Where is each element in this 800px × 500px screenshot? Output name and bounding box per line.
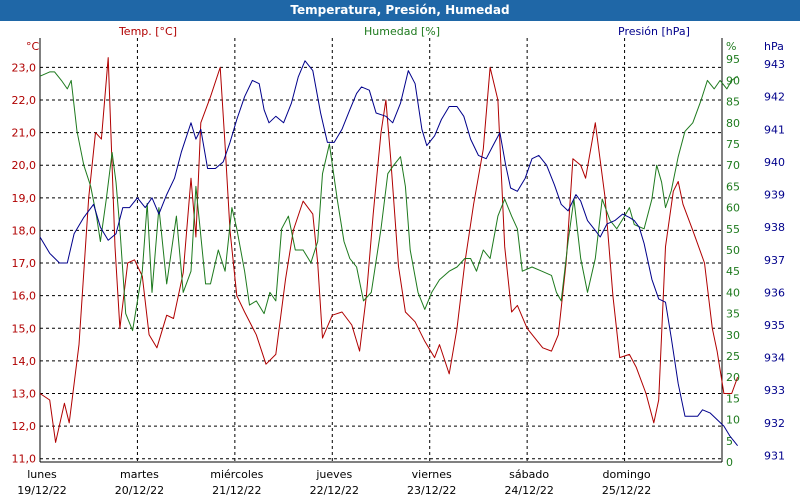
temp-tick-label: 23,0 bbox=[12, 61, 37, 74]
hum-series-line bbox=[39, 71, 738, 332]
hum-tick-label: 45 bbox=[726, 265, 740, 278]
hum-tick-label: 5 bbox=[726, 435, 733, 448]
temp-tick-label: 19,0 bbox=[12, 192, 37, 205]
day-name-label: domingo bbox=[602, 468, 650, 481]
temp-tick-label: 16,0 bbox=[12, 290, 37, 303]
pres-tick-label: 940 bbox=[764, 156, 785, 169]
grid bbox=[39, 38, 723, 463]
hum-tick-label: 15 bbox=[726, 392, 740, 405]
temp-tick-label: 20,0 bbox=[12, 159, 37, 172]
day-name-label: martes bbox=[120, 468, 159, 481]
axis-labels: 23,0 22,0 21,0 20,0 19,0 18,0 17,0 16,0 15,0 14,0… bbox=[12, 25, 786, 497]
hum-tick-label: 95 bbox=[726, 53, 740, 66]
pres-tick-label: 943 bbox=[764, 58, 785, 71]
day-date-label: 25/12/22 bbox=[602, 484, 651, 497]
hum-tick-label: 35 bbox=[726, 308, 740, 321]
pres-tick-label: 941 bbox=[764, 123, 785, 136]
day-date-label: 22/12/22 bbox=[310, 484, 359, 497]
pres-tick-label: 939 bbox=[764, 189, 785, 202]
chart-title: Temperatura, Presión, Humedad bbox=[290, 3, 510, 17]
day-date-label: 23/12/22 bbox=[407, 484, 456, 497]
temp-unit-label: °C bbox=[26, 40, 40, 53]
chart-title-bar: Temperatura, Presión, Humedad bbox=[0, 0, 800, 21]
pres-tick-label: 931 bbox=[764, 449, 785, 462]
temp-tick-label: 15,0 bbox=[12, 322, 37, 335]
temp-series-line bbox=[39, 57, 739, 443]
hum-tick-label: 0 bbox=[726, 456, 733, 469]
temp-axis-title: Temp. [°C] bbox=[118, 25, 177, 38]
day-date-label: 24/12/22 bbox=[504, 484, 553, 497]
hum-tick-label: 80 bbox=[726, 117, 740, 130]
hum-tick-label: 60 bbox=[726, 202, 740, 215]
pres-tick-label: 932 bbox=[764, 417, 785, 430]
temp-tick-label: 18,0 bbox=[12, 224, 37, 237]
hum-unit-label: % bbox=[726, 40, 736, 53]
pres-axis-title: Presión [hPa] bbox=[618, 25, 690, 38]
pres-tick-label: 936 bbox=[764, 286, 785, 299]
hum-tick-label: 30 bbox=[726, 329, 740, 342]
pres-unit-label: hPa bbox=[764, 40, 784, 53]
hum-tick-label: 75 bbox=[726, 138, 740, 151]
hum-tick-label: 85 bbox=[726, 96, 740, 109]
series-lines bbox=[39, 57, 739, 447]
day-name-label: lunes bbox=[27, 468, 57, 481]
hum-tick-label: 55 bbox=[726, 223, 740, 236]
day-date-label: 19/12/22 bbox=[17, 484, 66, 497]
temp-tick-label: 12,0 bbox=[12, 420, 37, 433]
hum-tick-label: 65 bbox=[726, 180, 740, 193]
hum-tick-label: 50 bbox=[726, 244, 740, 257]
pres-tick-label: 937 bbox=[764, 254, 785, 267]
day-name-label: sábado bbox=[509, 468, 549, 481]
hum-tick-label: 70 bbox=[726, 159, 740, 172]
day-date-label: 20/12/22 bbox=[115, 484, 164, 497]
temp-tick-label: 17,0 bbox=[12, 257, 37, 270]
temp-tick-label: 22,0 bbox=[12, 94, 37, 107]
pres-tick-label: 933 bbox=[764, 384, 785, 397]
hum-axis-title: Humedad [%] bbox=[364, 25, 440, 38]
day-name-label: viernes bbox=[412, 468, 452, 481]
temp-tick-label: 14,0 bbox=[12, 355, 37, 368]
day-name-label: jueves bbox=[315, 468, 352, 481]
hum-tick-label: 40 bbox=[726, 286, 740, 299]
pres-tick-label: 934 bbox=[764, 352, 785, 365]
hum-tick-label: 90 bbox=[726, 74, 740, 87]
pres-series-line bbox=[39, 60, 738, 447]
hum-tick-label: 25 bbox=[726, 350, 740, 363]
pres-tick-label: 938 bbox=[764, 221, 785, 234]
day-date-label: 21/12/22 bbox=[212, 484, 261, 497]
temp-tick-label: 21,0 bbox=[12, 127, 37, 140]
hum-tick-label: 10 bbox=[726, 414, 740, 427]
temp-tick-label: 11,0 bbox=[12, 453, 37, 466]
day-name-label: miércoles bbox=[210, 468, 263, 481]
pres-tick-label: 935 bbox=[764, 319, 785, 332]
pres-tick-label: 942 bbox=[764, 91, 785, 104]
temp-tick-label: 13,0 bbox=[12, 388, 37, 401]
